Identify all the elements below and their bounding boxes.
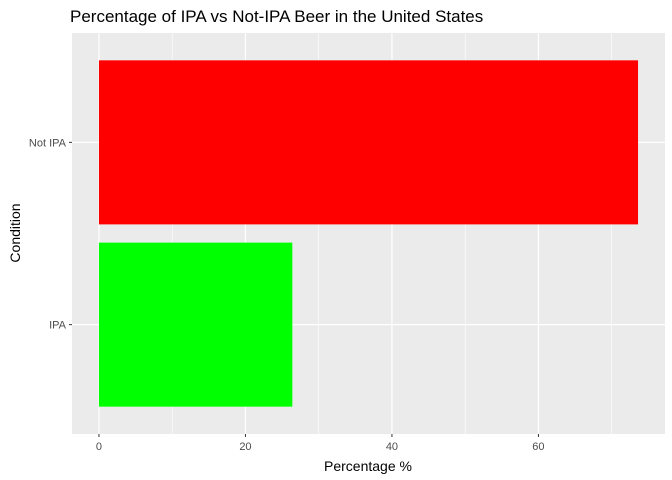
y-axis: IPA Not IPA (29, 137, 72, 332)
x-axis: 0 20 40 60 (96, 434, 545, 453)
y-tick-label: Not IPA (29, 137, 67, 149)
x-tick-label: 20 (239, 441, 251, 453)
y-axis-title: Condition (7, 203, 23, 262)
x-tick-label: 60 (532, 441, 544, 453)
bar-not-ipa (98, 60, 639, 225)
x-axis-title: Percentage % (324, 458, 412, 474)
bar-ipa (98, 242, 293, 407)
y-tick-label: IPA (49, 320, 67, 332)
x-tick-label: 40 (386, 441, 398, 453)
bars (98, 60, 639, 407)
chart-title: Percentage of IPA vs Not-IPA Beer in the… (70, 7, 483, 26)
x-tick-label: 0 (96, 441, 102, 453)
